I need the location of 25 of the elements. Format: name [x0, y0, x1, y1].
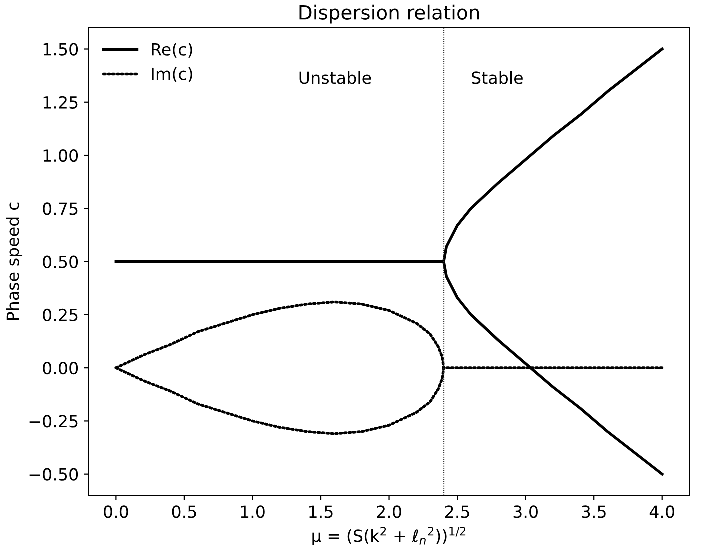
- x-tick-label: 2.0: [377, 506, 402, 518]
- x-tick-label: 1.0: [241, 506, 265, 518]
- y-tick-label: 0.25: [43, 308, 78, 322]
- x-tick-label: 4.0: [650, 506, 675, 518]
- chart-title: Dispersion relation: [300, 4, 480, 24]
- legend-label: Im(c): [152, 67, 192, 82]
- x-tick-label: 0.0: [104, 506, 128, 518]
- x-tick-label: 1.5: [310, 506, 333, 518]
- x-tick-label: 0.5: [172, 506, 196, 518]
- y-tick-label: 1.00: [44, 149, 78, 162]
- y-tick-label: −0.25: [30, 415, 78, 428]
- x-axis-title: μ = (S(k$^{2}$ + ℓ$_{n}$$^{2}$))$^{1/2}$: [312, 527, 466, 546]
- legend-label: Re(c): [152, 43, 192, 58]
- y-tick-label: −0.50: [30, 468, 78, 481]
- annotation: Stable: [472, 71, 523, 84]
- x-tick-label: 3.0: [514, 506, 538, 518]
- annotation: Unstable: [300, 71, 372, 84]
- y-tick-label: 0.50: [43, 256, 78, 268]
- x-tick-label: 2.5: [446, 506, 470, 518]
- y-axis-title: Phase speed c: [6, 202, 23, 320]
- y-tick-label: 1.25: [44, 96, 78, 109]
- y-tick-label: 1.50: [44, 43, 78, 56]
- x-tick-label: 3.5: [582, 506, 606, 518]
- y-tick-label: 0.75: [43, 202, 78, 216]
- y-tick-label: 0.00: [43, 362, 78, 375]
